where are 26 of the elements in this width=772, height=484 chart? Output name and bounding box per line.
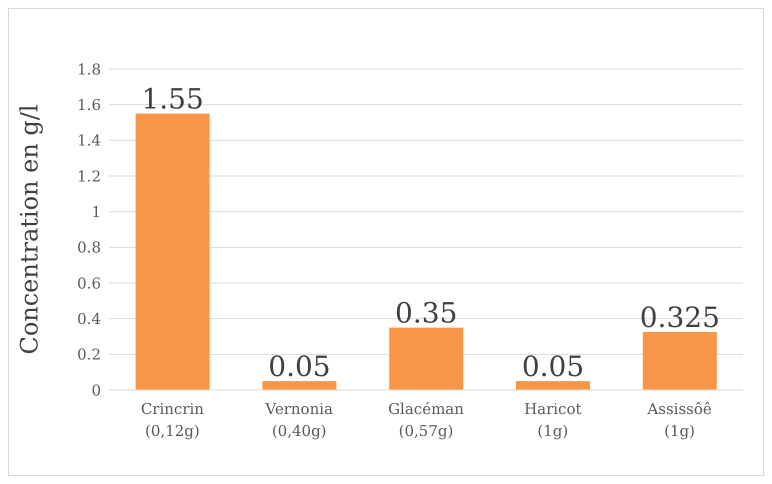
y-axis-title: Concentration en g/l — [16, 104, 44, 355]
data-label: 0.325 — [640, 301, 720, 334]
x-tick-label: Vernonia (0,40g) — [264, 400, 334, 440]
x-tick-label: Haricot (1g) — [524, 400, 582, 440]
y-tick-label: 1.6 — [77, 96, 101, 114]
bar — [389, 328, 464, 390]
x-tick-label: Assissôê (1g) — [646, 400, 712, 440]
data-label: 0.05 — [268, 350, 331, 384]
y-tick-label: 0.8 — [77, 238, 101, 257]
data-label: 0.35 — [395, 296, 458, 330]
y-tick-label: 1.8 — [77, 60, 101, 78]
y-tick-label: 1 — [91, 202, 101, 221]
data-label: 0.05 — [522, 350, 584, 384]
y-tick-label: 1.2 — [77, 167, 101, 186]
y-tick-label: 0.2 — [77, 346, 101, 364]
bar — [516, 381, 590, 390]
x-tick-label: Glacéman (0,57g) — [388, 400, 464, 440]
y-tick-label: 0.6 — [77, 274, 101, 292]
y-tick-label: 1.4 — [77, 132, 101, 150]
y-tick-label: 0.4 — [77, 310, 101, 328]
data-label: 1.55 — [141, 82, 204, 116]
y-tick-label: 0 — [91, 381, 101, 400]
bar — [642, 332, 717, 390]
bar — [136, 114, 210, 390]
bar — [262, 381, 336, 390]
x-tick-label: Crincrin (0,12g) — [140, 400, 204, 440]
